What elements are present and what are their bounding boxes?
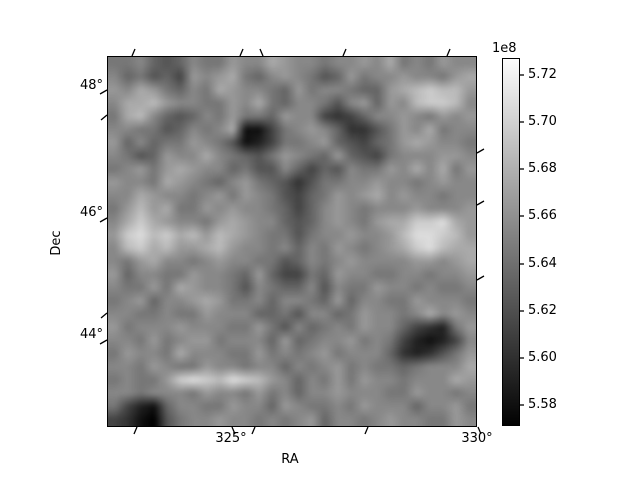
y-tick-label-44: 44°: [79, 327, 103, 342]
heatmap-image: [108, 57, 476, 426]
colorbar-tick-label: 5.60: [528, 349, 557, 365]
colorbar-offset-label: 1e8: [492, 41, 517, 56]
x-axis-label: RA: [281, 452, 299, 467]
colorbar-tick-label: 5.70: [528, 114, 557, 130]
x-tick-label-330: 330°: [461, 431, 493, 446]
colorbar-tick-label: 5.68: [528, 161, 557, 177]
y-tick-label-46: 46°: [79, 205, 103, 220]
colorbar-tick-label: 5.62: [528, 302, 557, 318]
colorbar-tick-label: 5.64: [528, 255, 557, 271]
x-tick-label-325: 325°: [215, 431, 247, 446]
y-tick-label-48: 48°: [79, 78, 103, 93]
colorbar: [502, 58, 520, 426]
colorbar-tick-label: 5.72: [528, 67, 557, 82]
heatmap-plot-area: [107, 56, 477, 427]
colorbar-tick-label: 5.66: [528, 208, 557, 224]
colorbar-tick-label: 5.58: [528, 396, 557, 412]
y-axis-label: Dec: [49, 230, 64, 256]
